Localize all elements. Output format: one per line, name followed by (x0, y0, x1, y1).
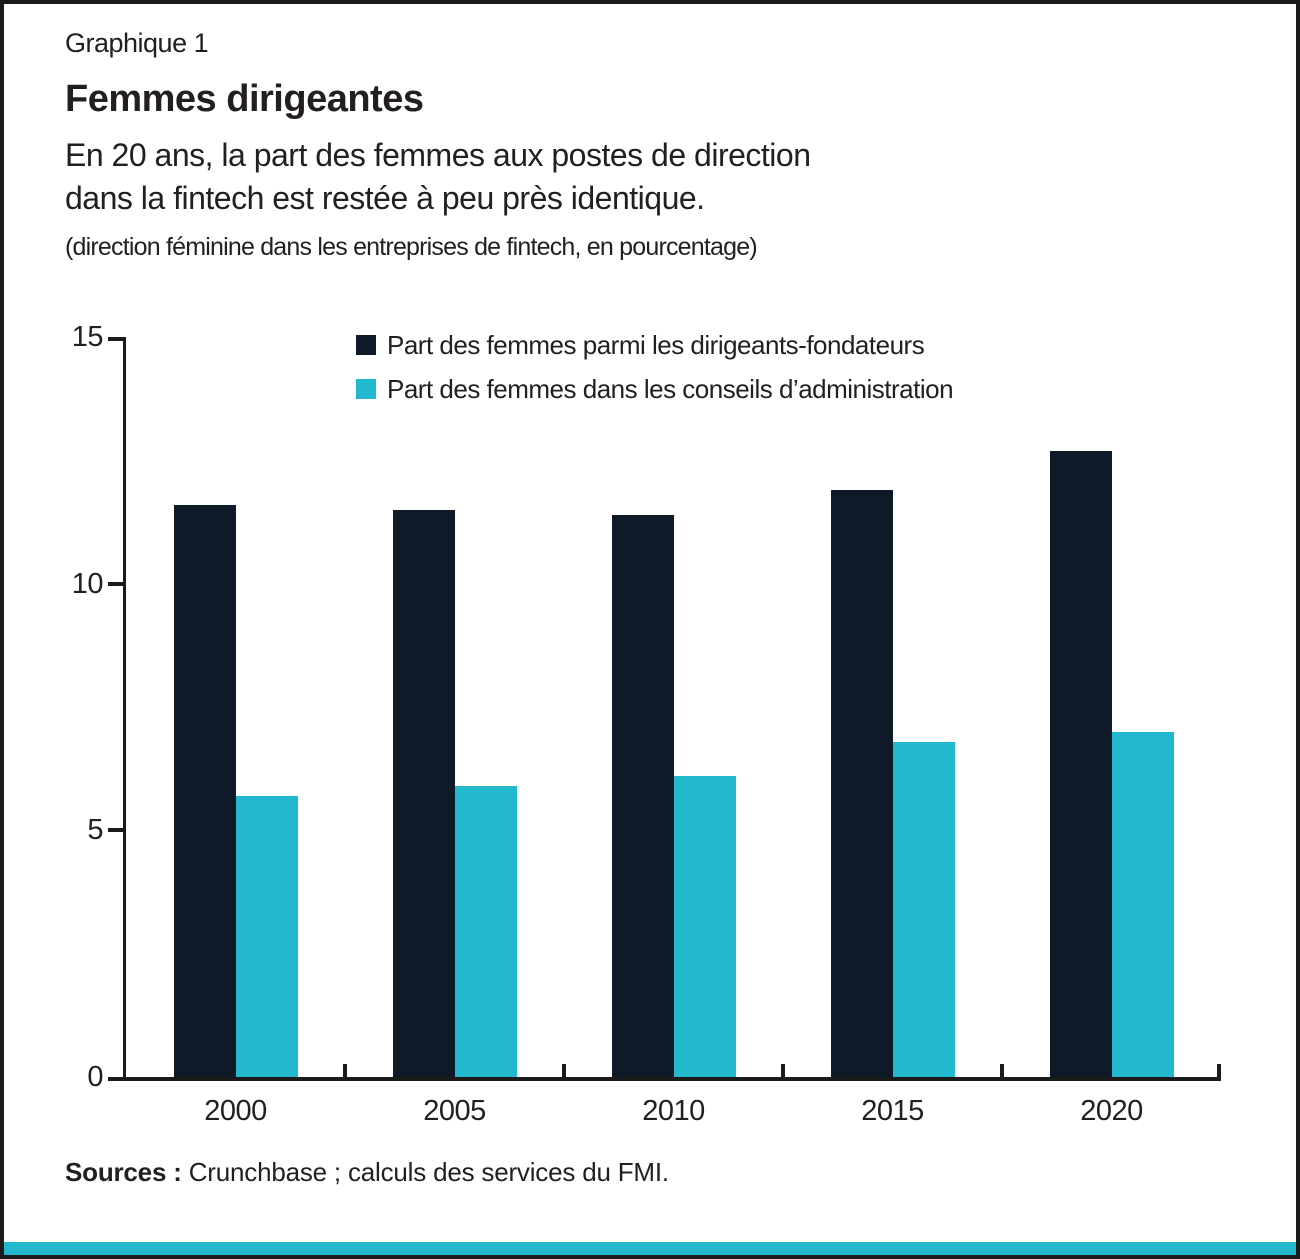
bottom-accent-strip (4, 1242, 1296, 1255)
figure-title: Femmes dirigeantes (65, 78, 424, 120)
y-axis-tick-15 (108, 337, 123, 341)
x-axis-tick-5 (1217, 1064, 1221, 1077)
legend-item-boards: Part des femmes dans les conseils d’admi… (356, 373, 954, 404)
source-label: Sources : (65, 1157, 182, 1187)
bar-boards-2020 (1111, 731, 1174, 1077)
plot-area: 0 5 10 15 2000 2005 2010 2015 2020 (72, 322, 1221, 1127)
bar-boards-2015 (892, 741, 955, 1077)
figure-label: Graphique 1 (65, 28, 209, 58)
bar-pair-2010 (611, 514, 736, 1077)
bar-group-2015 (783, 337, 1002, 1077)
bar-boards-2000 (235, 795, 298, 1077)
x-axis-label-2015: 2015 (861, 1095, 924, 1127)
legend-swatch-boards (356, 379, 376, 399)
bar-pair-2015 (830, 489, 955, 1077)
bar-founders-2020 (1049, 450, 1112, 1077)
source-text: Crunchbase ; calculs des services du FMI… (181, 1157, 669, 1187)
bar-group-2020 (1002, 337, 1221, 1077)
figure-subtitle: En 20 ans, la part des femmes aux postes… (65, 137, 811, 216)
bar-founders-2005 (392, 509, 455, 1077)
legend-swatch-founders (356, 335, 376, 355)
x-axis-tick-2 (562, 1064, 566, 1077)
x-axis-label-2010: 2010 (642, 1095, 705, 1127)
bar-boards-2010 (673, 776, 736, 1077)
y-axis-tick-0 (108, 1077, 123, 1081)
bar-pair-2020 (1049, 450, 1174, 1077)
y-axis-label-15: 15 (71, 321, 104, 353)
x-axis-tick-1 (343, 1064, 347, 1077)
y-axis-label-0: 0 (87, 1061, 103, 1093)
x-axis-label-2005: 2005 (423, 1095, 486, 1127)
chart-legend: Part des femmes parmi les dirigeants-fon… (356, 330, 954, 404)
x-axis-label-2020: 2020 (1080, 1095, 1143, 1127)
y-axis-label-10: 10 (71, 567, 104, 600)
bar-pair-2005 (392, 509, 517, 1077)
x-axis-tick-4 (1000, 1064, 1004, 1077)
x-axis-tick-3 (781, 1064, 785, 1077)
bar-group-2010 (564, 337, 783, 1077)
bar-founders-2010 (611, 514, 674, 1077)
y-axis-tick-10 (108, 581, 123, 586)
bar-boards-2005 (454, 785, 517, 1077)
bar-founders-2000 (173, 504, 236, 1077)
bar-group-2005 (345, 337, 564, 1077)
legend-label-boards: Part des femmes dans les conseils d’admi… (387, 373, 954, 404)
bar-founders-2015 (830, 489, 893, 1077)
figure-unit-note: (direction féminine dans les entreprises… (65, 233, 758, 261)
bar-group-2000 (126, 337, 345, 1077)
legend-item-founders: Part des femmes parmi les dirigeants-fon… (356, 330, 953, 360)
y-axis-label-5: 5 (87, 814, 103, 847)
x-axis-label-2000: 2000 (204, 1095, 267, 1127)
source-line: Sources : Crunchbase ; calculs des servi… (65, 1157, 669, 1188)
legend-label-founders: Part des femmes parmi les dirigeants-fon… (387, 329, 925, 360)
y-axis-tick-5 (108, 828, 123, 833)
bar-pair-2000 (173, 504, 298, 1077)
